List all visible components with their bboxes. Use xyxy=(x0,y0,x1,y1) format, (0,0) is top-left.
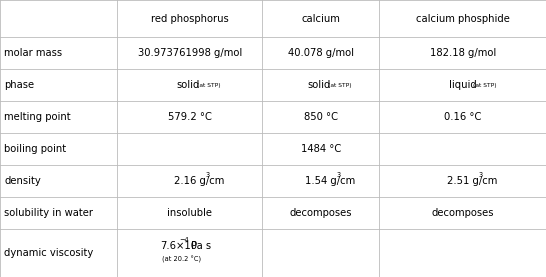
Text: 579.2 °C: 579.2 °C xyxy=(168,112,212,122)
Text: molar mass: molar mass xyxy=(4,48,62,58)
Text: 3: 3 xyxy=(478,172,482,178)
Text: density: density xyxy=(4,176,41,186)
Text: 1484 °C: 1484 °C xyxy=(301,144,341,154)
Text: 30.973761998 g/mol: 30.973761998 g/mol xyxy=(138,48,242,58)
Text: liquid: liquid xyxy=(449,80,477,90)
Text: (at STP): (at STP) xyxy=(328,83,351,88)
Text: (at 20.2 °C): (at 20.2 °C) xyxy=(163,256,201,263)
Text: solubility in water: solubility in water xyxy=(4,207,93,218)
Text: 0.16 °C: 0.16 °C xyxy=(444,112,482,122)
Text: −4: −4 xyxy=(179,237,189,243)
Text: red phosphorus: red phosphorus xyxy=(151,14,229,24)
Text: 1.54 g/cm: 1.54 g/cm xyxy=(305,176,355,186)
Text: 40.078 g/mol: 40.078 g/mol xyxy=(288,48,354,58)
Text: calcium phosphide: calcium phosphide xyxy=(416,14,509,24)
Text: boiling point: boiling point xyxy=(4,144,67,154)
Text: calcium: calcium xyxy=(301,14,340,24)
Text: 850 °C: 850 °C xyxy=(304,112,338,122)
Text: solid: solid xyxy=(176,80,199,90)
Text: insoluble: insoluble xyxy=(167,207,212,218)
Text: 2.51 g/cm: 2.51 g/cm xyxy=(447,176,497,186)
Text: 3: 3 xyxy=(336,172,340,178)
Text: 7.6×10: 7.6×10 xyxy=(159,241,197,251)
Text: 2.16 g/cm: 2.16 g/cm xyxy=(174,176,224,186)
Text: phase: phase xyxy=(4,80,34,90)
Text: Pa s: Pa s xyxy=(188,241,211,251)
Text: (at STP): (at STP) xyxy=(197,83,220,88)
Text: (at STP): (at STP) xyxy=(473,83,497,88)
Text: decomposes: decomposes xyxy=(289,207,352,218)
Text: 182.18 g/mol: 182.18 g/mol xyxy=(430,48,496,58)
Text: dynamic viscosity: dynamic viscosity xyxy=(4,248,93,258)
Text: 3: 3 xyxy=(205,172,209,178)
Text: decomposes: decomposes xyxy=(431,207,494,218)
Text: solid: solid xyxy=(307,80,330,90)
Text: melting point: melting point xyxy=(4,112,71,122)
